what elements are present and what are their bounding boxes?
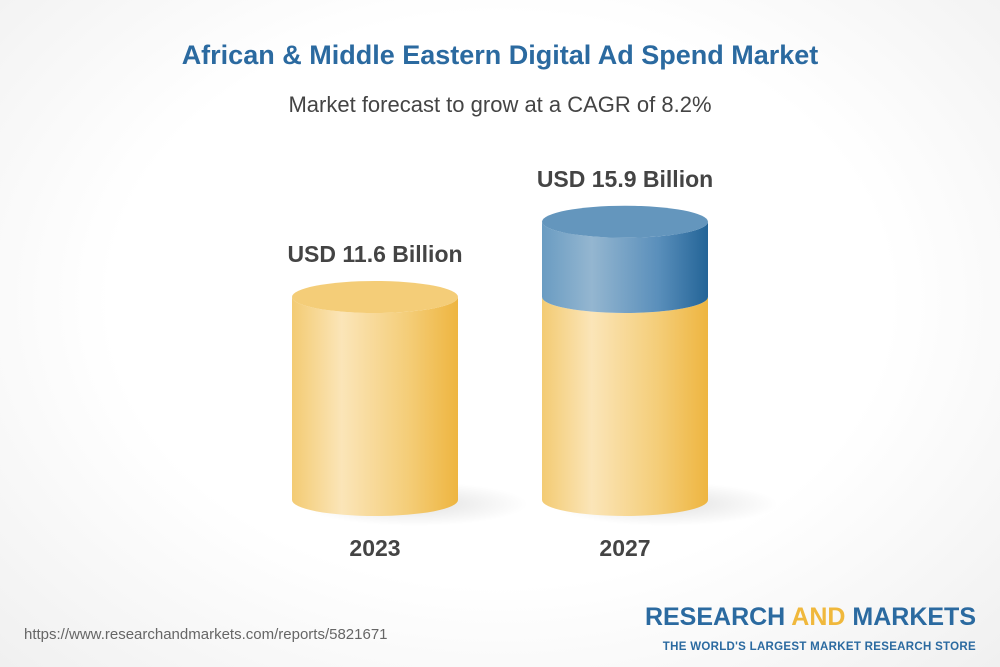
source-url[interactable]: https://www.researchandmarkets.com/repor… xyxy=(24,626,388,643)
chart-subtitle: Market forecast to grow at a CAGR of 8.2… xyxy=(288,92,712,117)
category-label: 2023 xyxy=(349,535,400,561)
data-label: USD 15.9 Billion xyxy=(537,166,713,192)
brand-logo: RESEARCH AND MARKETS xyxy=(576,603,976,632)
data-label: USD 11.6 Billion xyxy=(287,241,462,267)
brand-tagline: THE WORLD'S LARGEST MARKET RESEARCH STOR… xyxy=(662,641,976,653)
cylinder-base-segment xyxy=(292,297,458,516)
cylinder-top xyxy=(542,205,708,238)
cylinder-base-segment xyxy=(542,297,708,516)
logo-text-and: AND xyxy=(791,603,846,631)
logo-text-markets: MARKETS xyxy=(845,603,976,631)
cylinder-growth-segment xyxy=(542,221,708,313)
cylinder-top xyxy=(292,281,458,313)
logo-text-research: RESEARCH xyxy=(644,603,792,631)
chart-title: African & Middle Eastern Digital Ad Spen… xyxy=(181,40,819,70)
category-label: 2027 xyxy=(599,535,650,561)
